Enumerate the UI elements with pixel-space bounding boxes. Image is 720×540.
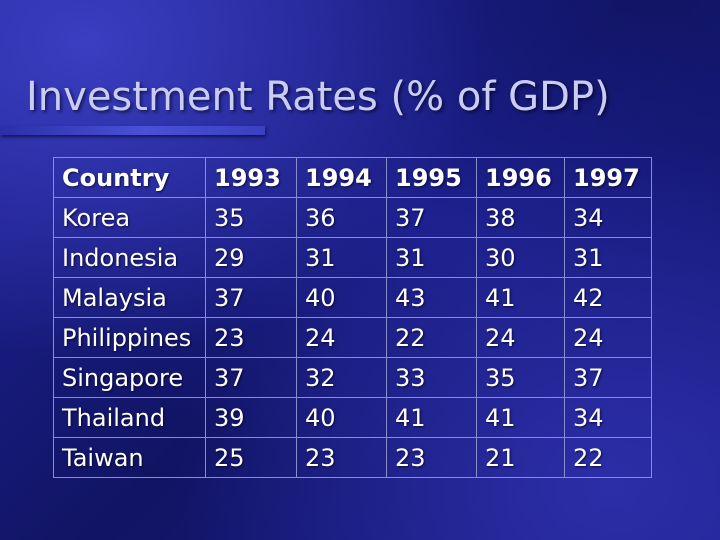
header-country: Country — [53, 157, 206, 198]
value-cell: 41 — [476, 397, 565, 438]
country-cell: Taiwan — [53, 437, 206, 478]
country-cell: Korea — [53, 197, 206, 238]
value-cell: 42 — [564, 277, 652, 318]
header-1993: 1993 — [205, 157, 297, 198]
table-row: Philippines 23 24 22 24 24 — [53, 317, 652, 358]
value-cell: 35 — [476, 357, 565, 398]
value-cell: 43 — [386, 277, 477, 318]
header-1996: 1996 — [476, 157, 565, 198]
header-1994: 1994 — [296, 157, 387, 198]
value-cell: 38 — [476, 197, 565, 238]
table-row: Singapore 37 32 33 35 37 — [53, 357, 652, 398]
value-cell: 24 — [476, 317, 565, 358]
value-cell: 30 — [476, 237, 565, 278]
value-cell: 31 — [296, 237, 387, 278]
investment-rates-table: Country 1993 1994 1995 1996 1997 Korea 3… — [53, 157, 652, 478]
value-cell: 33 — [386, 357, 477, 398]
value-cell: 37 — [205, 277, 297, 318]
country-cell: Philippines — [53, 317, 206, 358]
title-underline-bar — [0, 126, 265, 135]
value-cell: 34 — [564, 197, 652, 238]
value-cell: 32 — [296, 357, 387, 398]
value-cell: 21 — [476, 437, 565, 478]
value-cell: 22 — [386, 317, 477, 358]
table-row: Malaysia 37 40 43 41 42 — [53, 277, 652, 318]
table-row: Korea 35 36 37 38 34 — [53, 197, 652, 238]
value-cell: 23 — [296, 437, 387, 478]
value-cell: 23 — [205, 317, 297, 358]
header-1995: 1995 — [386, 157, 477, 198]
value-cell: 40 — [296, 397, 387, 438]
value-cell: 23 — [386, 437, 477, 478]
value-cell: 35 — [205, 197, 297, 238]
country-cell: Thailand — [53, 397, 206, 438]
table-row: Taiwan 25 23 23 21 22 — [53, 437, 652, 478]
value-cell: 37 — [386, 197, 477, 238]
value-cell: 41 — [386, 397, 477, 438]
value-cell: 36 — [296, 197, 387, 238]
value-cell: 24 — [296, 317, 387, 358]
value-cell: 29 — [205, 237, 297, 278]
slide-title: Investment Rates (% of GDP) — [26, 74, 610, 120]
table-header-row: Country 1993 1994 1995 1996 1997 — [53, 157, 652, 198]
value-cell: 24 — [564, 317, 652, 358]
value-cell: 25 — [205, 437, 297, 478]
country-cell: Malaysia — [53, 277, 206, 318]
table-row: Thailand 39 40 41 41 34 — [53, 397, 652, 438]
value-cell: 34 — [564, 397, 652, 438]
value-cell: 31 — [386, 237, 477, 278]
table-row: Indonesia 29 31 31 30 31 — [53, 237, 652, 278]
value-cell: 37 — [564, 357, 652, 398]
value-cell: 37 — [205, 357, 297, 398]
value-cell: 41 — [476, 277, 565, 318]
value-cell: 31 — [564, 237, 652, 278]
header-1997: 1997 — [564, 157, 652, 198]
value-cell: 39 — [205, 397, 297, 438]
value-cell: 40 — [296, 277, 387, 318]
country-cell: Indonesia — [53, 237, 206, 278]
country-cell: Singapore — [53, 357, 206, 398]
value-cell: 22 — [564, 437, 652, 478]
